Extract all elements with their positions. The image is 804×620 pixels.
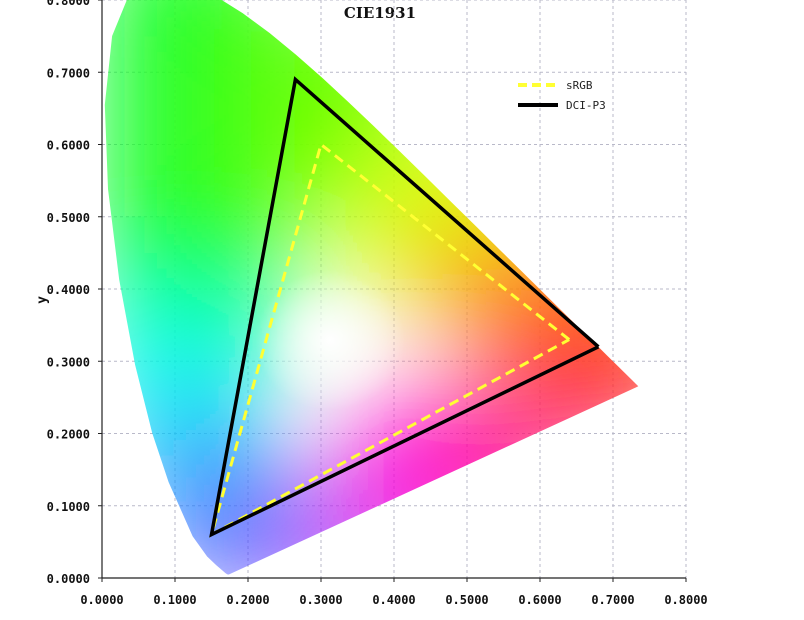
y-tick-label: 0.1000 <box>47 500 90 514</box>
y-tick-label: 0.6000 <box>47 139 90 153</box>
y-tick-label: 0.5000 <box>47 211 90 225</box>
x-tick-label: 0.6000 <box>518 593 561 607</box>
white-point <box>255 270 406 411</box>
legend-label-srgb: sRGB <box>566 79 593 92</box>
y-tick-label: 0.2000 <box>47 428 90 442</box>
x-tick-label: 0.3000 <box>299 593 342 607</box>
y-tick-label: 0.7000 <box>47 66 90 80</box>
y-axis-label: y <box>35 296 50 304</box>
dci-p3-gamut-line <box>209 76 600 538</box>
series-lines <box>209 76 600 538</box>
srgb-gamut-line <box>209 141 571 538</box>
x-tick-label: 0.0000 <box>80 593 123 607</box>
x-tick-label: 0.1000 <box>153 593 196 607</box>
x-tick-label: 0.8000 <box>664 593 707 607</box>
legend-label-dci-p3: DCI-P3 <box>566 99 606 112</box>
x-tick-label: 0.4000 <box>372 593 415 607</box>
y-tick-label: 0.4000 <box>47 283 90 297</box>
y-tick-label: 0.0000 <box>47 572 90 586</box>
axes: 0.0000 0.1000 0.2000 0.3000 0.4000 0.5000 0.60… <box>47 0 708 607</box>
x-tick-label: 0.5000 <box>445 593 488 607</box>
legend: sRGB DCI-P3 <box>518 79 606 112</box>
x-tick-label: 0.2000 <box>226 593 269 607</box>
x-tick-label: 0.7000 <box>591 593 634 607</box>
y-tick-label: 0.8000 <box>47 0 90 8</box>
y-tick-label: 0.3000 <box>47 355 90 369</box>
chart-title: CIE1931 <box>344 4 416 22</box>
